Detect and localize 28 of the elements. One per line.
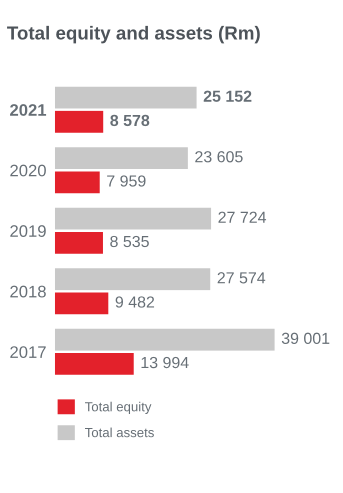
data-label: 25 152	[204, 90, 252, 102]
data-label: 9 482	[116, 296, 154, 308]
bar	[54, 171, 100, 194]
bar	[54, 292, 108, 314]
bar	[54, 268, 210, 290]
y-tick-label: 2021	[10, 104, 46, 116]
y-tick-label: 2018	[10, 286, 46, 298]
bar	[54, 328, 275, 351]
bar	[54, 232, 103, 254]
legend-label: Total assets	[85, 428, 154, 438]
bar	[54, 208, 212, 230]
data-label: 7 959	[107, 175, 146, 187]
chart-title: Total equity and assets (Rm)	[7, 26, 260, 44]
data-label: 23 605	[195, 151, 243, 162]
data-label: 39 001	[282, 332, 330, 344]
bar	[54, 353, 134, 375]
bar	[54, 86, 197, 108]
data-label: 27 724	[218, 212, 266, 223]
y-tick-label: 2019	[10, 225, 46, 237]
bar	[54, 110, 104, 133]
data-label: 27 574	[218, 272, 266, 284]
data-label: 8 578	[110, 114, 150, 126]
legend-label: Total equity	[85, 402, 152, 414]
y-tick-label: 2017	[10, 346, 46, 358]
data-label: 8 535	[110, 236, 149, 248]
y-tick-label: 2020	[10, 164, 46, 176]
bar	[54, 147, 188, 170]
data-label: 13 994	[142, 356, 189, 368]
